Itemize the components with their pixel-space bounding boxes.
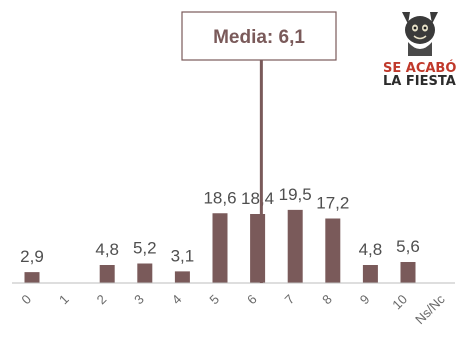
bar-10 bbox=[400, 262, 416, 283]
brand-logo: SE ACABÓ LA FIESTA bbox=[383, 12, 456, 89]
mean-label-box bbox=[181, 11, 337, 61]
tick-label-3: 3 bbox=[131, 292, 147, 308]
tick-label-9: 9 bbox=[357, 292, 373, 308]
tick-label-10: 10 bbox=[389, 292, 410, 313]
logo-line1: SE ACABÓ bbox=[383, 60, 456, 76]
value-label-9: 4,8 bbox=[359, 240, 383, 259]
tick-label-6: 6 bbox=[244, 292, 260, 308]
value-label-2: 4,8 bbox=[95, 240, 119, 259]
bars-group bbox=[24, 209, 416, 283]
bar-3 bbox=[137, 263, 153, 283]
bar-5 bbox=[212, 213, 228, 283]
value-label-5: 18,6 bbox=[203, 188, 236, 207]
tick-label-8: 8 bbox=[319, 292, 335, 308]
value-label-3: 5,2 bbox=[133, 239, 157, 258]
bar-7 bbox=[287, 209, 303, 283]
value-label-0: 2,9 bbox=[20, 247, 44, 266]
bar-9 bbox=[362, 265, 378, 283]
logo-line2: LA FIESTA bbox=[383, 74, 456, 89]
bar-0 bbox=[24, 272, 40, 283]
tick-label-4: 4 bbox=[169, 292, 185, 308]
tick-label-0: 0 bbox=[18, 292, 34, 308]
value-label-4: 3,1 bbox=[171, 246, 195, 265]
bar-4 bbox=[174, 271, 190, 283]
bar-2 bbox=[99, 265, 115, 283]
value-label-7: 19,5 bbox=[279, 185, 312, 204]
mean-label: Media: 6,1 bbox=[213, 27, 305, 48]
mean-marker: Media: 6,1 bbox=[181, 11, 337, 283]
tick-label-Ns/Nc: Ns/Nc bbox=[412, 291, 448, 327]
tick-label-7: 7 bbox=[282, 292, 298, 308]
value-label-10: 5,6 bbox=[396, 237, 420, 256]
tick-label-1: 1 bbox=[56, 292, 72, 308]
bar-8 bbox=[325, 218, 341, 283]
value-labels-group: 2,9 4,8 5,2 3,1 18,6 18,4 19,5 17,2 4,8 5,6 bbox=[20, 185, 420, 266]
tick-labels-group: 0 1 2 3 4 5 6 7 8 9 10 Ns/Nc bbox=[18, 291, 448, 327]
cat-icon bbox=[402, 12, 438, 56]
value-label-6: 18,4 bbox=[241, 189, 274, 208]
tick-label-5: 5 bbox=[206, 292, 222, 308]
tick-label-2: 2 bbox=[94, 292, 110, 308]
value-label-8: 17,2 bbox=[316, 194, 349, 213]
